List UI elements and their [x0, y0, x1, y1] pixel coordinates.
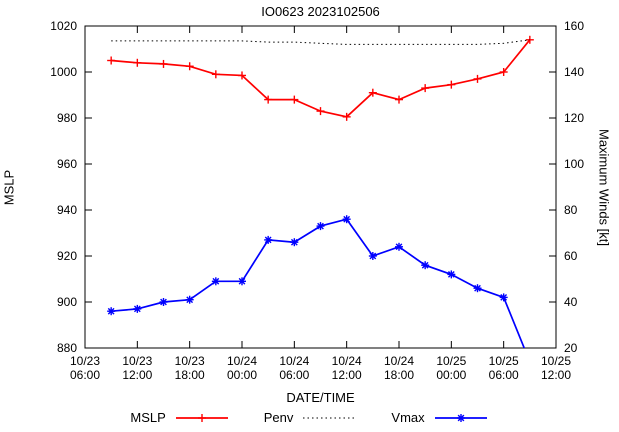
x-tick-time-label: 00:00 — [436, 368, 466, 382]
legend-label-vmax: Vmax — [391, 410, 425, 425]
y-right-tick-label: 160 — [564, 19, 584, 33]
y-left-tick-label: 1000 — [50, 65, 77, 79]
x-tick-time-label: 06:00 — [70, 368, 100, 382]
x-tick-time-label: 00:00 — [227, 368, 257, 382]
y-right-tick-label: 20 — [564, 341, 578, 355]
y-left-tick-label: 980 — [57, 111, 77, 125]
legend-sample-vmax-line — [434, 413, 487, 422]
y-right-tick-label: 80 — [564, 203, 578, 217]
legend-sample-mslp-line — [175, 413, 228, 422]
x-tick-time-label: 06:00 — [279, 368, 309, 382]
x-tick-time-label: 12:00 — [332, 368, 362, 382]
legend-label-penv: Penv — [263, 410, 294, 425]
x-tick-time-label: 18:00 — [384, 368, 414, 382]
y-left-tick-label: 900 — [57, 295, 77, 309]
chart-legend: MSLP Penv Vmax — [0, 410, 619, 425]
x-tick-time-label: 12:00 — [122, 368, 152, 382]
x-tick-date-label: 10/23 — [70, 354, 100, 368]
x-tick-time-label: 18:00 — [175, 368, 205, 382]
x-tick-date-label: 10/24 — [384, 354, 414, 368]
x-tick-date-label: 10/24 — [227, 354, 257, 368]
legend-label-mslp: MSLP — [130, 410, 166, 425]
y-right-tick-label: 40 — [564, 295, 578, 309]
x-tick-time-label: 06:00 — [489, 368, 519, 382]
series-mslp — [107, 35, 534, 121]
y-right-tick-label: 60 — [564, 249, 578, 263]
plot-border — [84, 25, 557, 349]
y-left-tick-label: 940 — [57, 203, 77, 217]
y-left-tick-label: 1020 — [50, 19, 77, 33]
y-left-tick-label: 920 — [57, 249, 77, 263]
legend-sample-penv-line — [303, 417, 356, 418]
x-tick-date-label: 10/25 — [489, 354, 519, 368]
y-axis-left-label: MSLP — [1, 169, 17, 206]
x-tick-date-label: 10/24 — [279, 354, 309, 368]
y-right-tick-label: 140 — [564, 65, 584, 79]
x-tick-time-label: 12:00 — [541, 368, 571, 382]
series-penv — [111, 39, 530, 45]
x-tick-date-label: 10/25 — [541, 354, 571, 368]
x-tick-date-label: 10/25 — [436, 354, 466, 368]
series-vmax — [107, 215, 526, 348]
x-tick-date-label: 10/23 — [175, 354, 205, 368]
legend-item-vmax: Vmax — [391, 410, 488, 425]
x-axis-label: DATE/TIME — [286, 390, 355, 405]
y-right-tick-label: 120 — [564, 111, 584, 125]
legend-item-penv: Penv — [264, 410, 358, 425]
x-tick-date-label: 10/24 — [332, 354, 362, 368]
x-tick-date-label: 10/23 — [122, 354, 152, 368]
y-left-tick-label: 960 — [57, 157, 77, 171]
y-right-tick-label: 100 — [564, 157, 584, 171]
chart-title: IO0623 2023102506 — [261, 4, 380, 19]
legend-item-mslp: MSLP — [130, 410, 229, 425]
y-axis-right-label: Maximum Winds [kt] — [596, 128, 612, 246]
y-left-tick-label: 880 — [57, 341, 77, 355]
